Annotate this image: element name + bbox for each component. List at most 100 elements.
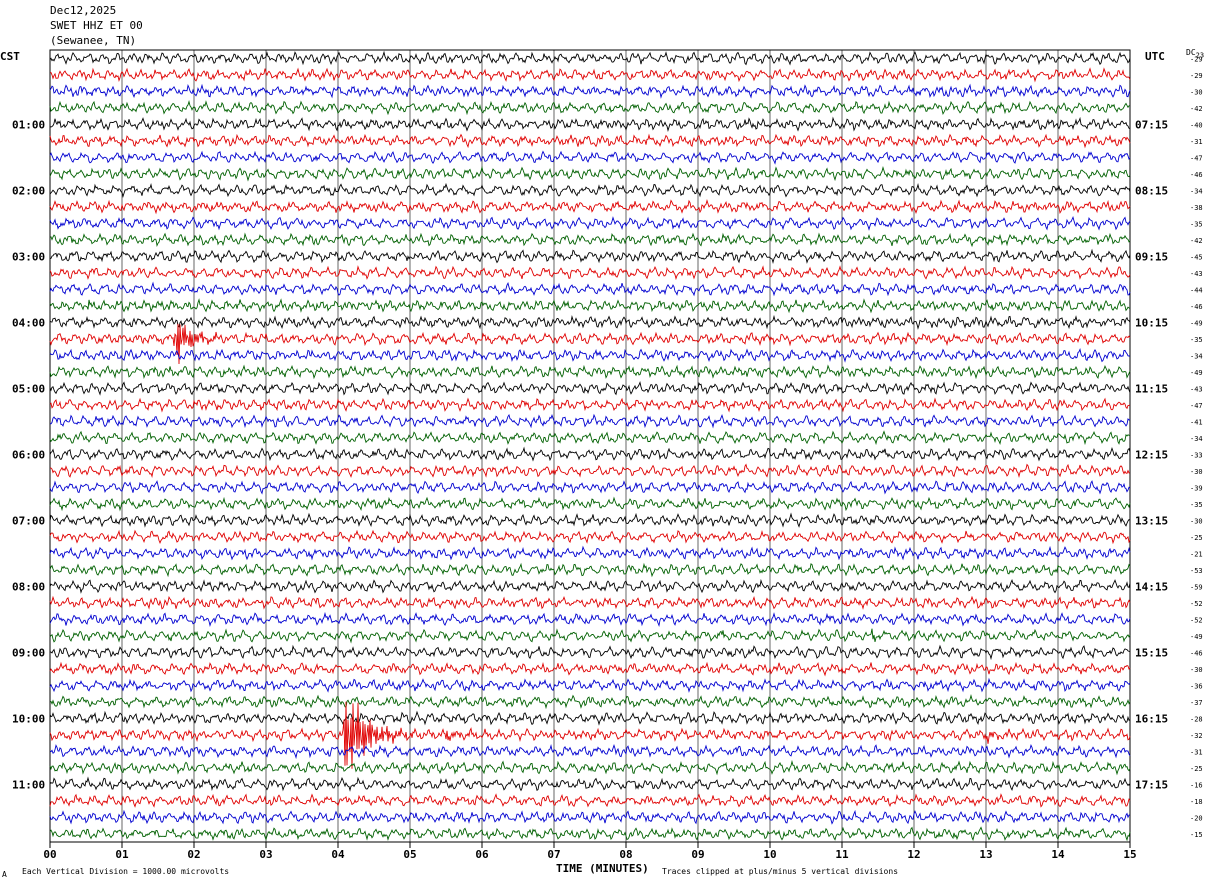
dc-offset-label: -16 (1190, 781, 1203, 789)
dc-offset-label: -46 (1190, 171, 1203, 179)
left-hour-label: 09:00 (12, 646, 45, 659)
trace-row-43 (49, 759, 1131, 776)
dc-offset-label: -53 (1190, 567, 1203, 575)
trace-row-18 (49, 348, 1131, 363)
trace-row-17 (49, 323, 1131, 365)
dc-offset-label: -43 (1190, 270, 1203, 278)
dc-offset-label: -42 (1190, 237, 1203, 245)
trace-row-2 (49, 83, 1131, 99)
trace-row-29 (49, 529, 1131, 545)
x-tick-label: 14 (1051, 848, 1065, 861)
trace-row-38 (49, 677, 1131, 693)
trace-row-3 (49, 100, 1130, 116)
x-tick-label: 07 (547, 848, 560, 861)
x-tick-label: 05 (403, 848, 416, 861)
dc-offset-label: -43 (1190, 385, 1203, 393)
right-hour-label: 17:15 (1135, 778, 1168, 791)
x-tick-label: 08 (619, 848, 632, 861)
station-code: SWET HHZ ET 00 (50, 19, 143, 32)
left-timezone: CST (0, 50, 20, 63)
dc-offset-label: -29 (1190, 55, 1203, 63)
dc-offset-label: -46 (1190, 649, 1203, 657)
dc-offset-label: -45 (1190, 253, 1203, 261)
dc-offset-label: -35 (1190, 220, 1203, 228)
dc-offset-label: -40 (1190, 121, 1203, 129)
trace-row-32 (49, 578, 1131, 594)
right-hour-label: 14:15 (1135, 580, 1168, 593)
trace-row-25 (49, 463, 1131, 479)
dc-offset-label: -33 (1190, 451, 1203, 459)
dc-offset-label: -39 (1190, 484, 1203, 492)
dc-offset-header: DC23 (1186, 48, 1205, 60)
dc-offset-label: -30 (1190, 666, 1203, 674)
right-hour-label: 16:15 (1135, 712, 1168, 725)
dc-offset-label: -34 (1190, 187, 1203, 195)
dc-offset-label: -28 (1190, 715, 1203, 723)
dc-offset-label: -41 (1190, 418, 1203, 426)
dc-offset-label: -35 (1190, 336, 1203, 344)
right-hour-label: 10:15 (1135, 316, 1168, 329)
x-tick-label: 10 (763, 848, 776, 861)
corner-mark: A (2, 870, 7, 879)
dc-offset-label: -30 (1190, 517, 1203, 525)
x-tick-label: 11 (835, 848, 849, 861)
x-tick-label: 02 (187, 848, 200, 861)
trace-row-24 (49, 446, 1131, 462)
trace-row-10 (49, 215, 1131, 231)
left-hour-label: 02:00 (12, 184, 45, 197)
trace-row-44 (49, 776, 1131, 792)
plot-frame (49, 49, 1131, 843)
dc-offset-label: -35 (1190, 501, 1203, 509)
right-timezone: UTC (1145, 50, 1165, 63)
dc-offset-label: -30 (1190, 88, 1203, 96)
dc-offset-label: -36 (1190, 682, 1203, 690)
right-hour-label: 08:15 (1135, 184, 1168, 197)
dc-offset-label: -31 (1190, 748, 1203, 756)
right-hour-label: 12:15 (1135, 448, 1168, 461)
trace-row-8 (49, 182, 1131, 199)
trace-row-15 (49, 298, 1131, 314)
dc-offset-label: -25 (1190, 534, 1203, 542)
x-tick-label: 04 (331, 848, 345, 861)
trace-row-28 (49, 512, 1131, 528)
dc-offset-label: -49 (1190, 319, 1203, 327)
trace-row-36 (49, 644, 1131, 661)
dc-offset-label: -59 (1190, 583, 1203, 591)
trace-row-27 (49, 496, 1131, 512)
dc-offset-label: -47 (1190, 154, 1203, 162)
dc-offset-label: -38 (1190, 204, 1203, 212)
dc-offset-label: -46 (1190, 303, 1203, 311)
trace-row-19 (49, 364, 1131, 380)
dc-offset-label: -21 (1190, 550, 1203, 558)
x-tick-label: 03 (259, 848, 272, 861)
dc-offset-label: -49 (1190, 369, 1203, 377)
trace-row-34 (49, 611, 1131, 628)
x-tick-label: 13 (979, 848, 992, 861)
trace-row-21 (49, 397, 1131, 413)
dc-offset-label: -49 (1190, 633, 1203, 641)
trace-row-46 (49, 809, 1131, 825)
left-hour-label: 06:00 (12, 448, 45, 461)
right-hour-label: 13:15 (1135, 514, 1168, 527)
dc-offset-label: -52 (1190, 616, 1203, 624)
trace-row-6 (49, 150, 1131, 165)
dc-offset-label: -29 (1190, 72, 1203, 80)
left-hour-label: 11:00 (12, 778, 45, 791)
trace-row-22 (50, 413, 1131, 429)
left-hour-label: 07:00 (12, 514, 45, 527)
x-tick-label: 15 (1123, 848, 1136, 861)
trace-row-39 (49, 694, 1131, 710)
trace-row-11 (49, 232, 1131, 248)
trace-row-45 (49, 793, 1131, 808)
trace-row-47 (49, 826, 1131, 842)
trace-row-12 (49, 248, 1131, 264)
dc-offset-label: -34 (1190, 435, 1203, 443)
left-hour-label: 10:00 (12, 712, 45, 725)
x-tick-label: 01 (115, 848, 129, 861)
trace-row-16 (49, 314, 1131, 330)
dc-offset-label: -44 (1190, 286, 1203, 294)
right-hour-label: 07:15 (1135, 118, 1168, 131)
dc-offset-label: -52 (1190, 600, 1203, 608)
trace-row-5 (49, 133, 1131, 149)
